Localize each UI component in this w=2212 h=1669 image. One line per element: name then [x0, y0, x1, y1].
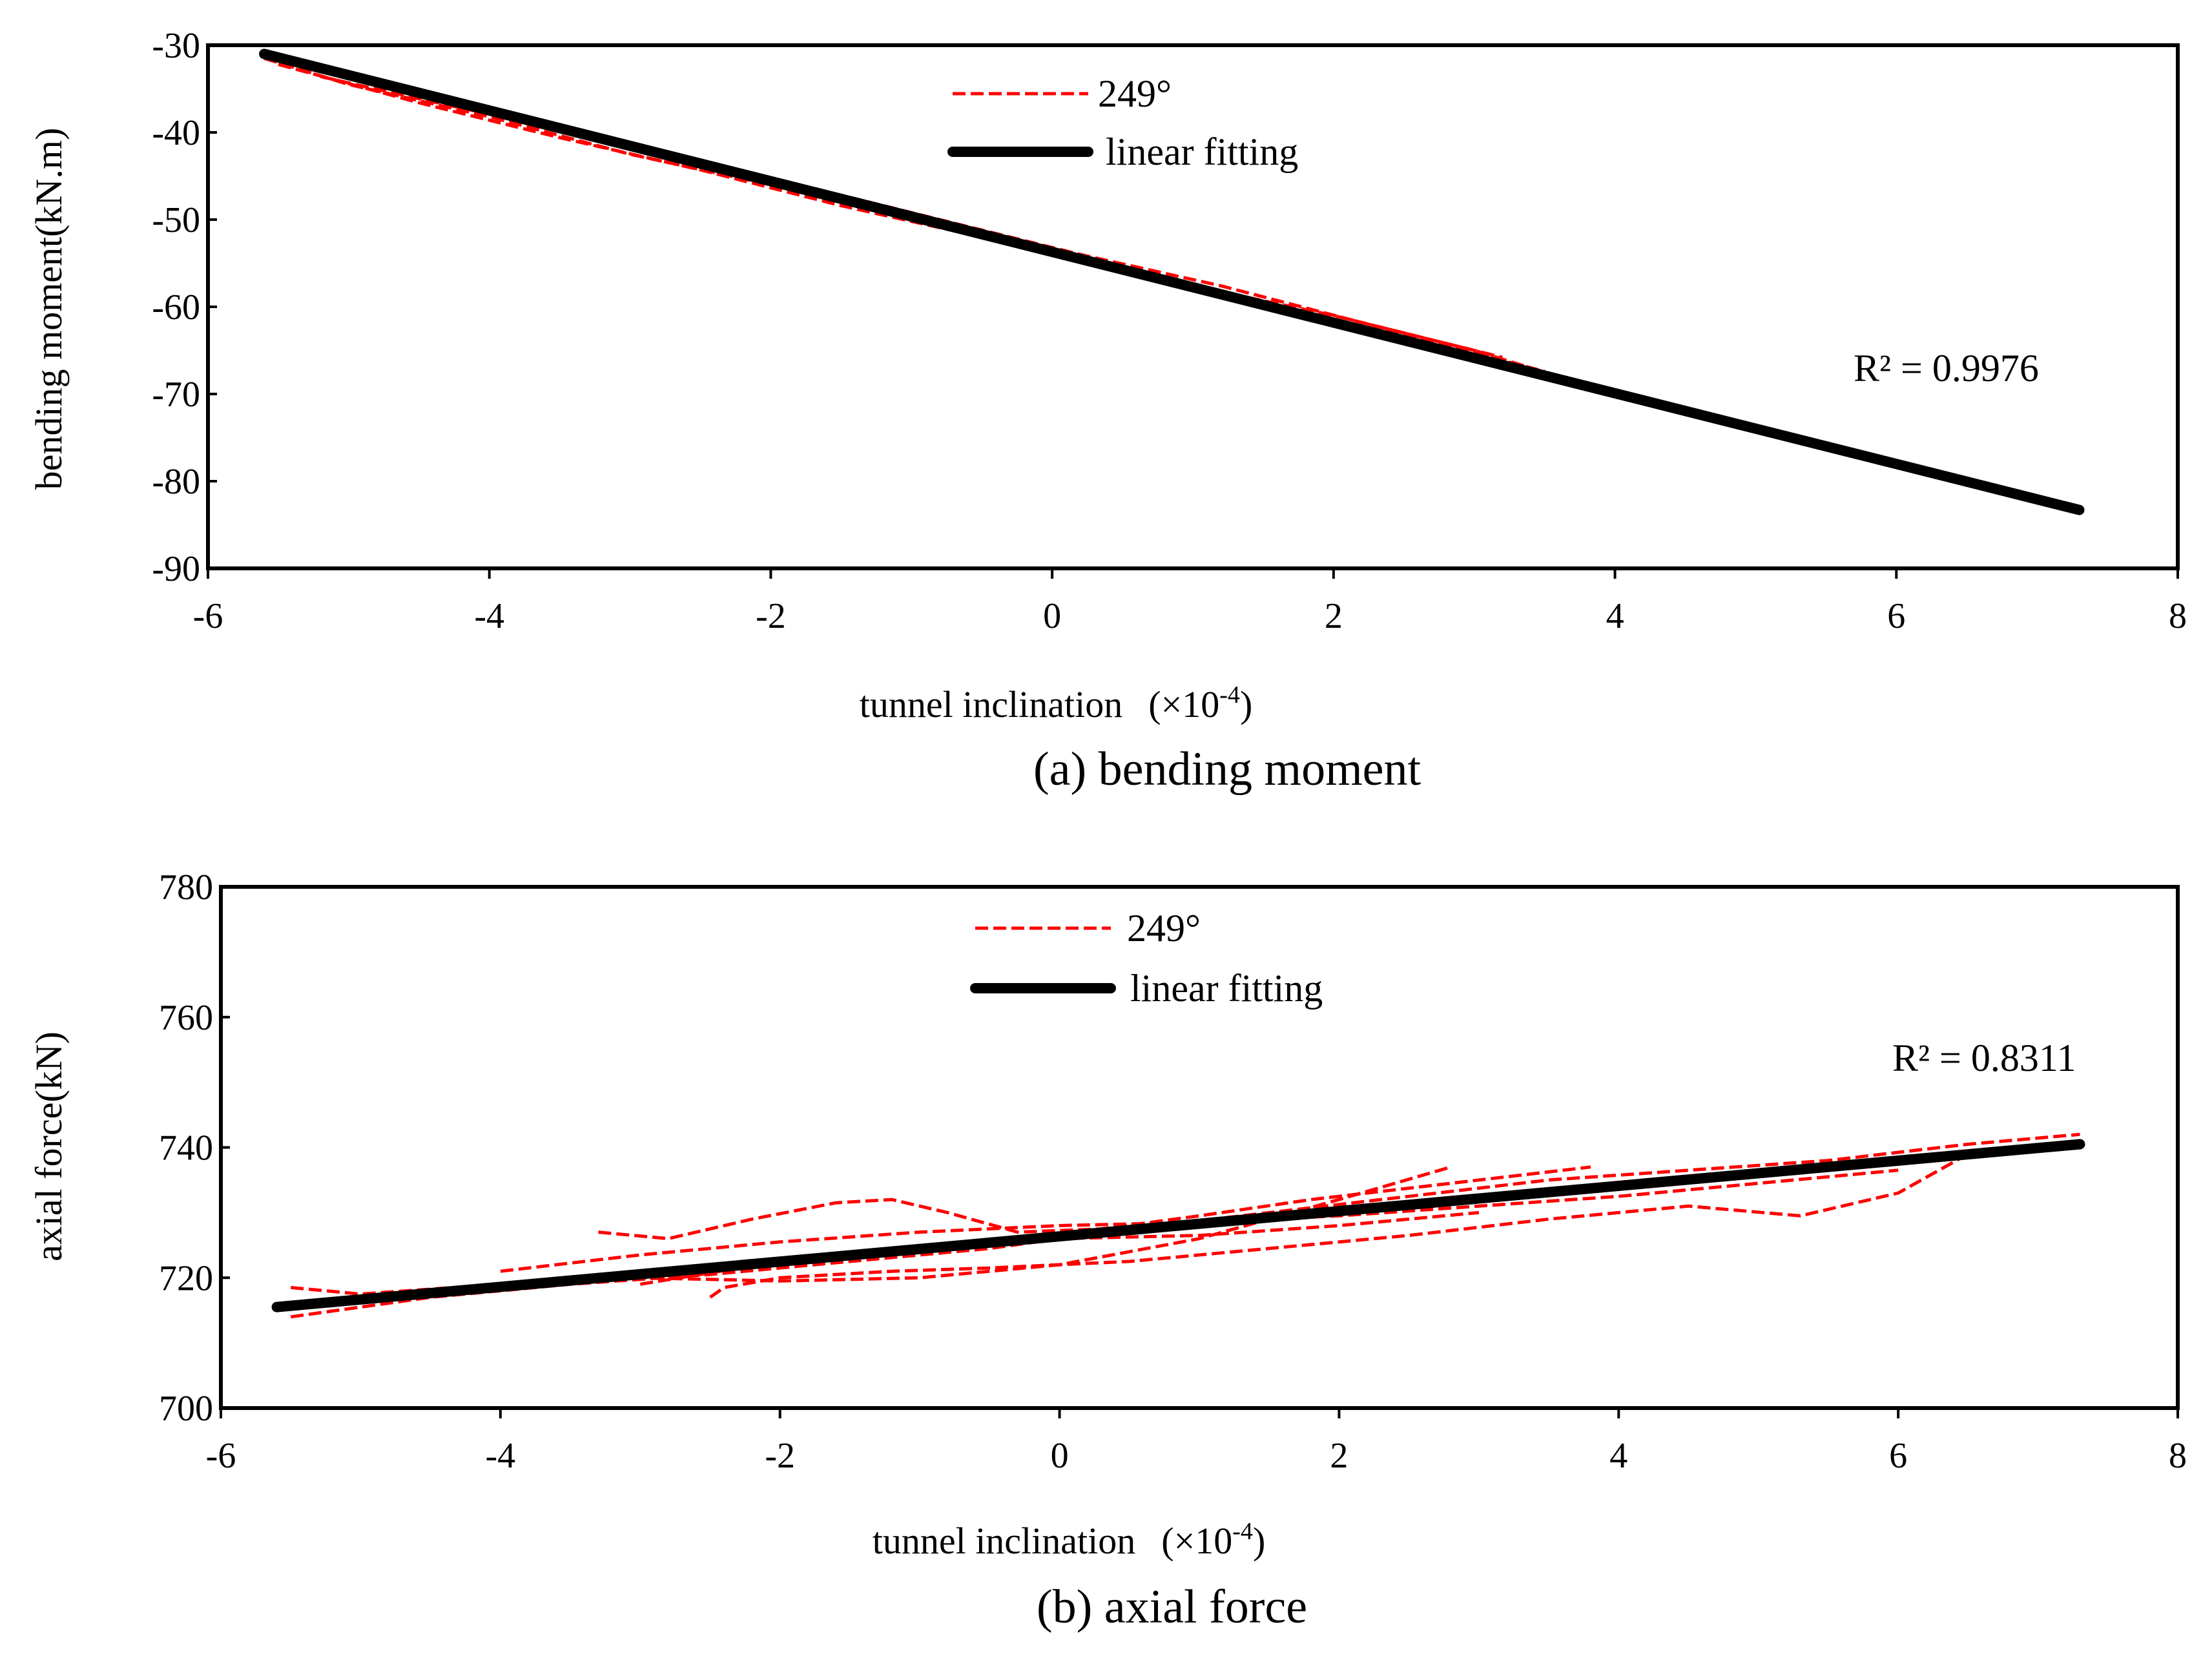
y-tick-label: 700 — [159, 1389, 213, 1429]
x-tick-label: 4 — [1609, 1436, 1628, 1476]
x-axis-title: tunnel inclination (×10-4) — [873, 1518, 1266, 1562]
series-measured-249-line — [709, 1152, 1969, 1299]
y-axis: -30 -40 -50 -60 -70 -80 -90 — [152, 26, 217, 589]
x-axis: -6 -4 -2 0 2 4 6 8 — [193, 568, 2187, 636]
x-tick-label: -6 — [193, 596, 223, 636]
legend-label-fit: linear fitting — [1130, 967, 1323, 1010]
legend-label-measured: 249° — [1098, 72, 1172, 115]
legend: 249° linear fitting — [947, 72, 1298, 173]
plot-frame — [219, 885, 2180, 1410]
chart-caption: (b) axial force — [1037, 1581, 1307, 1633]
r-squared-annotation: R² = 0.9976 — [1854, 347, 2039, 389]
chart-axial-force: 780 760 740 720 700 -6 -4 -2 0 2 4 6 8 axial force(… — [28, 867, 2187, 1633]
y-tick-label: 780 — [159, 867, 213, 907]
x-tick-label: 2 — [1330, 1436, 1348, 1476]
y-tick-label: -90 — [152, 549, 200, 589]
series-linear-fit-line — [271, 1139, 2085, 1312]
y-tick-label: -40 — [152, 113, 200, 153]
x-tick-label: -6 — [206, 1436, 236, 1476]
x-tick-label: -2 — [756, 596, 786, 636]
x-axis: -6 -4 -2 0 2 4 6 8 — [206, 1408, 2187, 1476]
y-tick-label: -30 — [152, 26, 200, 66]
x-tick-label: 0 — [1043, 596, 1061, 636]
x-tick-label: 8 — [2169, 596, 2187, 636]
x-axis-title: tunnel inclination (×10-4) — [860, 681, 1253, 725]
x-tick-label: 2 — [1325, 596, 1343, 636]
y-tick-label: -60 — [152, 287, 200, 327]
series-linear-fit-line — [259, 48, 2085, 515]
x-tick-label: 6 — [1889, 1436, 1907, 1476]
x-tick-label: -4 — [474, 596, 504, 636]
legend: 249° linear fitting — [970, 907, 1323, 1010]
y-axis: 780 760 740 720 700 — [159, 867, 230, 1429]
series-measured-249-line — [598, 1165, 1591, 1241]
x-tick-label: -2 — [765, 1436, 795, 1476]
legend-label-measured: 249° — [1127, 907, 1201, 949]
y-tick-label: -70 — [152, 375, 200, 415]
r-squared-annotation: R² = 0.8311 — [1892, 1037, 2076, 1079]
chart-caption: (a) bending moment — [1033, 743, 1421, 796]
series-layer — [271, 1132, 2085, 1319]
y-tick-label: 740 — [159, 1128, 213, 1168]
y-axis-title: axial force(kN) — [28, 1031, 70, 1261]
x-tick-label: 6 — [1887, 596, 1905, 636]
series-layer — [259, 48, 2085, 515]
x-tick-label: -4 — [486, 1436, 516, 1476]
y-tick-label: -50 — [152, 200, 200, 240]
chart-bending-moment: -30 -40 -50 -60 -70 -80 -90 -6 -4 -2 0 2 4 6 8 bendin… — [28, 26, 2187, 796]
series-measured-249-line — [500, 1168, 1899, 1273]
x-tick-label: 0 — [1051, 1436, 1069, 1476]
y-tick-label: 720 — [159, 1258, 213, 1298]
legend-label-fit: linear fitting — [1106, 130, 1298, 173]
x-tick-label: 8 — [2169, 1436, 2187, 1476]
x-tick-label: 4 — [1606, 596, 1624, 636]
series-measured-249-line — [639, 1210, 1480, 1286]
y-tick-label: -80 — [152, 462, 200, 502]
y-tick-label: 760 — [159, 998, 213, 1038]
y-axis-title: bending moment(kN.m) — [28, 128, 70, 490]
plot-frame — [206, 43, 2180, 570]
